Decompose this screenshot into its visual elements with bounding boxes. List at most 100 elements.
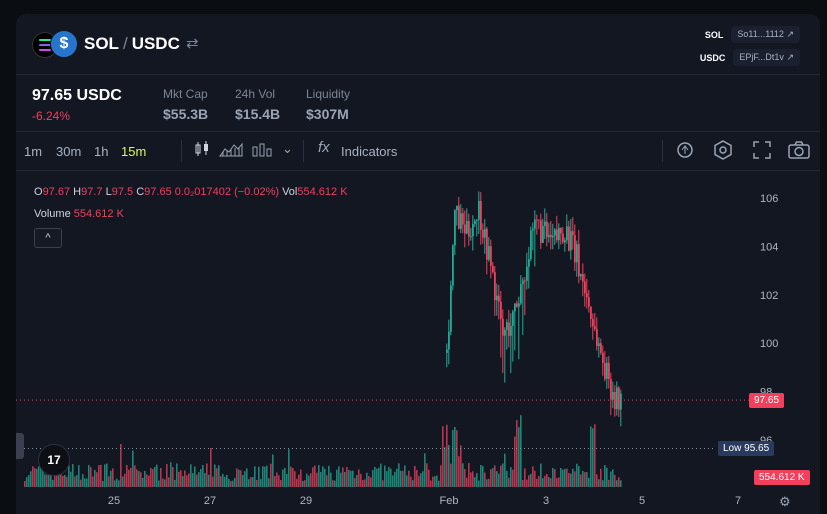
volume-bar <box>52 479 54 487</box>
timeframe-1h[interactable]: 1h <box>94 144 109 159</box>
candle-body <box>544 221 546 226</box>
volume-bar <box>58 474 60 487</box>
volume-bar <box>572 468 574 487</box>
volume-bar <box>554 469 556 487</box>
side-panel-handle[interactable] <box>16 433 24 459</box>
volume-bar <box>24 480 26 487</box>
volume-bar <box>194 466 196 487</box>
volume-bar <box>136 469 138 487</box>
volume-bar <box>466 477 468 487</box>
chart-settings-icon[interactable]: ⚙ <box>779 494 791 509</box>
legend-vol: 554.612 K <box>297 186 348 198</box>
volume-bar <box>532 466 534 487</box>
volume-bar <box>304 480 306 487</box>
collapse-legend-button[interactable]: ^ <box>34 228 62 248</box>
volume-bar <box>216 468 218 487</box>
alert-icon[interactable] <box>676 140 696 163</box>
volume-bar <box>260 479 262 487</box>
candlestick-chart[interactable]: 1061041021009896252729Feb357 <box>16 171 820 514</box>
volume-bar <box>238 469 240 487</box>
candle-body <box>506 322 508 330</box>
volume-bar <box>214 464 216 487</box>
volume-bar <box>550 478 552 487</box>
volume-bar <box>138 470 140 487</box>
volume-bar <box>186 475 188 487</box>
volume-bar <box>576 463 578 487</box>
volume-bar <box>176 463 178 487</box>
candle-body <box>578 244 580 277</box>
fullscreen-icon[interactable] <box>752 140 772 163</box>
volume-bar <box>210 448 212 487</box>
volume-bar <box>350 470 352 487</box>
volume-bar <box>272 454 274 487</box>
volume-bar <box>490 469 492 487</box>
volume-bar <box>370 477 372 487</box>
volume-bar <box>430 480 432 487</box>
volume-bar <box>94 469 96 487</box>
volume-bar <box>540 463 542 487</box>
address-link[interactable]: So11...1112 ↗ <box>731 26 800 43</box>
volume-bar <box>448 445 450 487</box>
y-tick-label: 100 <box>760 338 778 350</box>
volume-bar <box>558 477 560 487</box>
area-chart-icon[interactable] <box>219 141 243 160</box>
candles-icon[interactable] <box>194 140 210 161</box>
address-link[interactable]: EPjF...Dt1v ↗ <box>733 49 800 66</box>
volume-bar <box>354 478 356 487</box>
candle-body <box>468 221 470 237</box>
volume-bar <box>284 467 286 487</box>
usdc-icon: $ <box>50 30 78 58</box>
settings-icon[interactable] <box>713 140 733 163</box>
timeframe-30m[interactable]: 30m <box>56 144 82 159</box>
volume-bar <box>158 480 160 487</box>
tradingview-logo-icon[interactable]: 17 <box>38 444 70 476</box>
volume-bar <box>450 463 452 487</box>
volume-bar <box>32 466 34 487</box>
volume-bar <box>380 463 382 487</box>
volume-bar <box>102 480 104 487</box>
volume-bar <box>352 470 354 487</box>
volume-bar <box>84 478 86 487</box>
volume-bar <box>566 468 568 487</box>
volume-bar <box>360 473 362 487</box>
y-tick-label: 106 <box>760 193 778 205</box>
quote-symbol: USDC <box>131 34 180 53</box>
camera-icon[interactable] <box>788 140 810 163</box>
volume-bar <box>436 475 438 487</box>
volume-bar <box>500 465 502 487</box>
volume-bar <box>498 473 500 487</box>
volume-bar <box>256 480 258 487</box>
candle-body <box>554 229 556 236</box>
volume-bar <box>394 471 396 487</box>
volume-bar <box>502 463 504 487</box>
volume-bar <box>536 478 538 487</box>
candle-body <box>540 220 542 243</box>
chevron-down-icon[interactable]: ⌄ <box>282 141 293 156</box>
timeframe-15m[interactable]: 15m <box>121 144 147 159</box>
volume-bar <box>496 471 498 487</box>
volume-bar <box>218 465 220 487</box>
volume-bar <box>506 470 508 487</box>
volume-bar <box>408 470 410 487</box>
volume-bar <box>444 447 446 487</box>
volume-bar <box>44 474 46 487</box>
timeframe-1m[interactable]: 1m <box>24 144 43 159</box>
volume-bar <box>344 472 346 487</box>
volume-bar <box>494 465 496 487</box>
bars-chart-icon[interactable] <box>252 141 272 160</box>
volume-bar <box>140 472 142 487</box>
volume-bar <box>482 465 484 487</box>
swap-arrows-icon[interactable]: ⇄ <box>186 35 199 52</box>
price-change: -6.24% <box>32 109 71 123</box>
indicators-button[interactable]: Indicators <box>341 144 398 159</box>
volume-bar <box>556 478 558 487</box>
candle-body <box>452 245 454 286</box>
chart-area[interactable]: 1061041021009896252729Feb357 <box>16 171 820 514</box>
volume-bar <box>386 471 388 487</box>
address-row-sol: SOL So11...1112 ↗ <box>705 26 800 43</box>
volume-bar <box>230 480 232 487</box>
candle-body <box>532 228 534 231</box>
volume-bar <box>372 470 374 487</box>
candle-body <box>576 244 578 263</box>
candle-body <box>448 331 450 350</box>
